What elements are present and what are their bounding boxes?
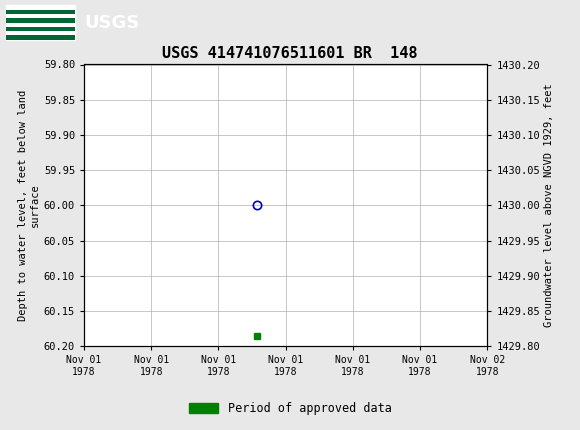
Y-axis label: Groundwater level above NGVD 1929, feet: Groundwater level above NGVD 1929, feet bbox=[544, 83, 554, 327]
Text: USGS 414741076511601 BR  148: USGS 414741076511601 BR 148 bbox=[162, 46, 418, 61]
Bar bbox=[6, 27, 75, 31]
Text: USGS: USGS bbox=[84, 14, 139, 31]
Bar bbox=[6, 18, 75, 22]
Y-axis label: Depth to water level, feet below land
surface: Depth to water level, feet below land su… bbox=[18, 90, 39, 321]
Bar bbox=[6, 10, 75, 14]
Bar bbox=[6, 35, 75, 40]
Bar bbox=[6, 6, 75, 40]
Legend: Period of approved data: Period of approved data bbox=[184, 397, 396, 420]
